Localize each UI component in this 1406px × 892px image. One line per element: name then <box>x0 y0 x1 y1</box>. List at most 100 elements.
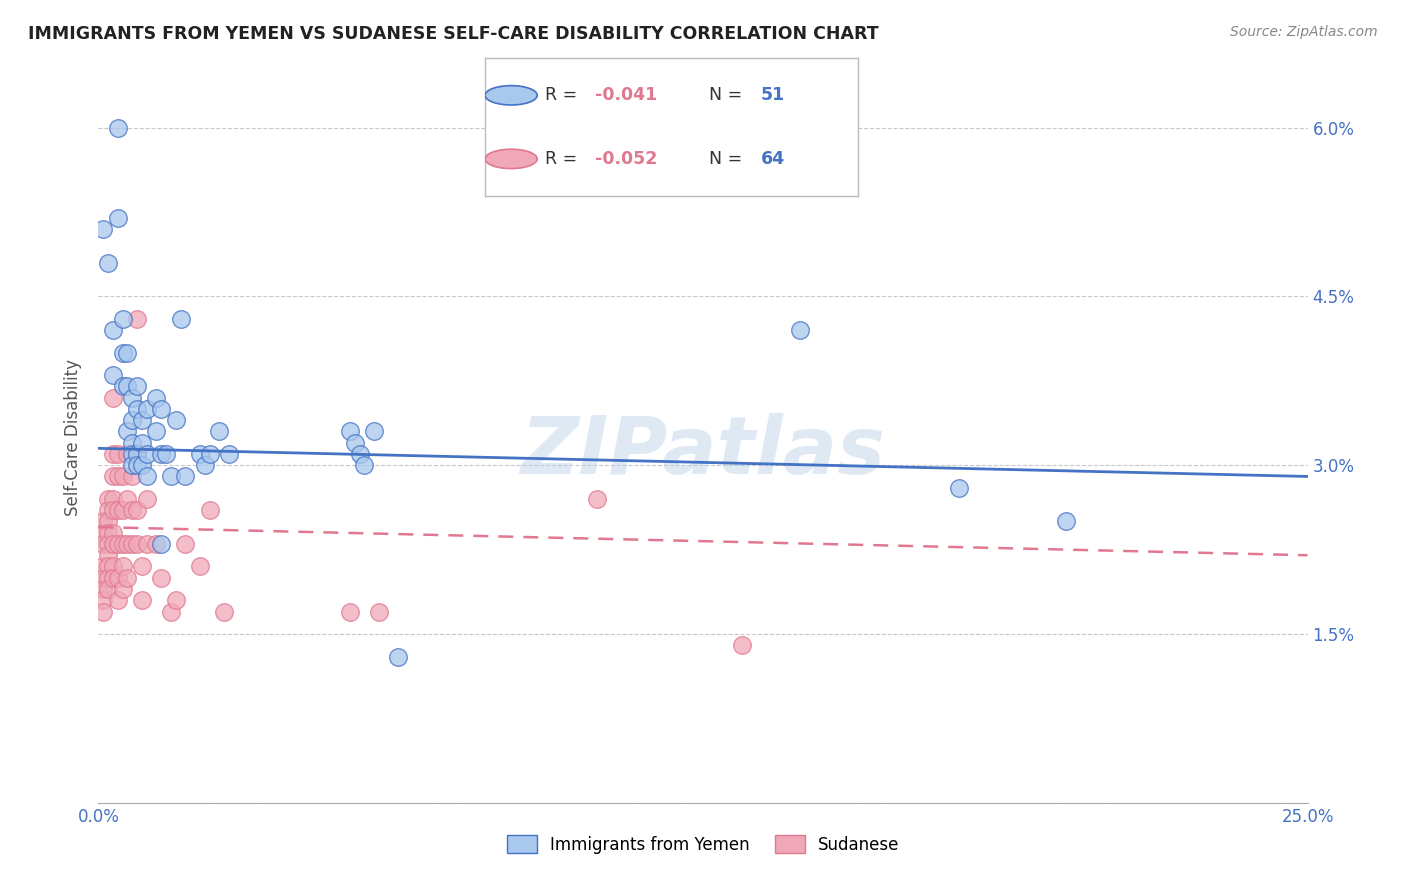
Point <box>111 345 134 359</box>
Legend: Immigrants from Yemen, Sudanese: Immigrants from Yemen, Sudanese <box>501 829 905 860</box>
Point <box>731 638 754 652</box>
Point <box>135 537 157 551</box>
Y-axis label: Self-Care Disability: Self-Care Disability <box>65 359 83 516</box>
Point <box>101 559 124 574</box>
Point <box>127 379 149 393</box>
Point <box>174 469 197 483</box>
Point <box>107 120 129 135</box>
Point <box>101 503 124 517</box>
Point <box>117 537 139 551</box>
Point <box>97 582 120 596</box>
Point <box>121 503 143 517</box>
Point <box>91 605 114 619</box>
Point <box>789 323 811 337</box>
Point <box>127 447 149 461</box>
Point <box>135 469 157 483</box>
Point <box>150 447 173 461</box>
Point <box>363 425 385 439</box>
Point <box>198 503 221 517</box>
Point <box>101 491 124 506</box>
Point <box>91 515 114 529</box>
Point <box>135 447 157 461</box>
Text: 51: 51 <box>761 87 785 104</box>
Point <box>194 458 217 473</box>
Text: 64: 64 <box>761 150 785 168</box>
Point <box>91 222 114 236</box>
Point <box>97 571 120 585</box>
Point <box>91 593 114 607</box>
Point <box>117 425 139 439</box>
Point <box>368 605 391 619</box>
Point <box>97 515 120 529</box>
Point <box>165 593 187 607</box>
Point <box>91 559 114 574</box>
Point <box>111 537 134 551</box>
Point <box>135 401 157 416</box>
Point <box>121 469 143 483</box>
Point <box>1054 515 1077 529</box>
Point <box>117 379 139 393</box>
Point <box>188 559 211 574</box>
Point <box>107 571 129 585</box>
Point <box>111 503 134 517</box>
Text: -0.052: -0.052 <box>595 150 658 168</box>
Point <box>188 447 211 461</box>
Point <box>91 537 114 551</box>
Point <box>91 525 114 540</box>
Point <box>107 593 129 607</box>
Point <box>97 537 120 551</box>
Circle shape <box>485 86 537 105</box>
Point <box>101 469 124 483</box>
Point <box>349 447 371 461</box>
Point <box>107 469 129 483</box>
Point <box>111 582 134 596</box>
Point <box>101 391 124 405</box>
Point <box>91 582 114 596</box>
Point <box>117 345 139 359</box>
Point <box>107 211 129 225</box>
Circle shape <box>485 149 537 169</box>
Text: N =: N = <box>709 150 748 168</box>
Point <box>131 413 153 427</box>
Point <box>127 447 149 461</box>
Point <box>212 605 235 619</box>
Text: -0.041: -0.041 <box>595 87 657 104</box>
Point <box>169 312 191 326</box>
Point <box>97 491 120 506</box>
Point <box>111 559 134 574</box>
Point <box>343 435 366 450</box>
Point <box>107 503 129 517</box>
Text: ZIPatlas: ZIPatlas <box>520 413 886 491</box>
Point <box>97 255 120 269</box>
Point <box>145 537 167 551</box>
Point <box>339 605 361 619</box>
Text: N =: N = <box>709 87 748 104</box>
Point <box>127 401 149 416</box>
Text: R =: R = <box>544 150 582 168</box>
Point <box>145 425 167 439</box>
Point <box>107 447 129 461</box>
Point <box>101 571 124 585</box>
Point <box>97 525 120 540</box>
Point <box>111 379 134 393</box>
Point <box>101 368 124 383</box>
Point <box>101 323 124 337</box>
Point <box>174 537 197 551</box>
Point <box>101 537 124 551</box>
Point <box>127 537 149 551</box>
Point <box>160 469 183 483</box>
Point <box>131 458 153 473</box>
Point <box>121 435 143 450</box>
Point <box>150 401 173 416</box>
Point <box>97 548 120 562</box>
Point <box>150 571 173 585</box>
Point <box>198 447 221 461</box>
Point <box>131 593 153 607</box>
Point <box>101 447 124 461</box>
Point <box>160 605 183 619</box>
Point <box>117 571 139 585</box>
Point <box>127 312 149 326</box>
Point <box>131 559 153 574</box>
Point <box>121 413 143 427</box>
Point <box>218 447 240 461</box>
